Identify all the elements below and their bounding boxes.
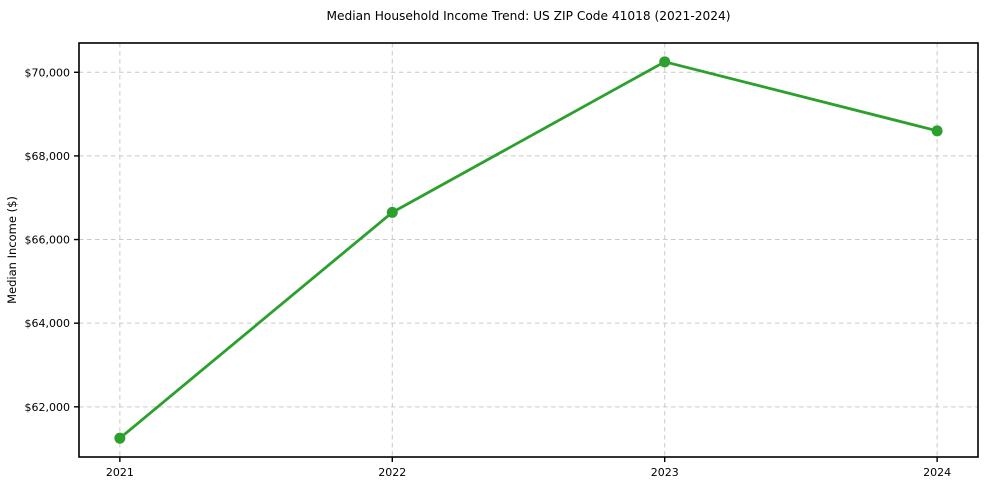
y-tick-label: $64,000 <box>25 317 71 330</box>
chart-title: Median Household Income Trend: US ZIP Co… <box>326 9 731 23</box>
data-point-2021 <box>114 432 126 444</box>
y-tick-label: $70,000 <box>25 66 71 79</box>
y-tick-label: $62,000 <box>25 401 71 414</box>
data-point-2022 <box>386 206 398 218</box>
data-point-2023 <box>659 56 671 68</box>
line-series <box>118 60 939 440</box>
y-tick-label: $66,000 <box>25 234 71 247</box>
y-axis-label: Median Income ($) <box>5 196 19 304</box>
x-tick-label: 2023 <box>651 466 679 479</box>
y-tick-label: $68,000 <box>25 150 71 163</box>
x-tick-label: 2021 <box>106 466 134 479</box>
x-tick-label: 2022 <box>378 466 406 479</box>
axes-frame <box>78 42 979 458</box>
data-point-2024 <box>931 125 943 137</box>
x-tick-label: 2024 <box>923 466 951 479</box>
